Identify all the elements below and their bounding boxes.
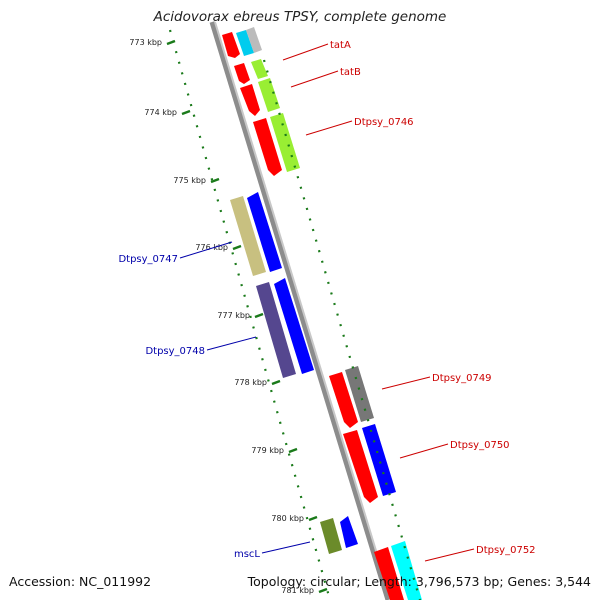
gene-label[interactable]: Dtpsy_0749	[432, 373, 492, 384]
map-title: Acidovorax ebreus TPSY, complete genome	[153, 9, 447, 25]
gene-label[interactable]: Dtpsy_0746	[354, 117, 414, 128]
gene-tatB-green[interactable]	[251, 59, 268, 79]
tick-mark	[318, 587, 328, 594]
genome-backbone-shadow	[214, 21, 392, 600]
gene-leader-line	[282, 43, 329, 61]
gene-0749-grey[interactable]	[345, 366, 374, 422]
gene-0750-blue[interactable]	[362, 424, 396, 496]
tick-mark	[166, 39, 176, 46]
tick-marks: 773 kbp 774 kbp 775 kbp 776 kbp 777 kbp 778 k…	[129, 29, 422, 600]
gene-label[interactable]: tatA	[330, 40, 351, 51]
gene-0750-red[interactable]	[343, 430, 378, 503]
gene-0748-blue[interactable]	[274, 278, 314, 374]
gene-top-cyan[interactable]	[236, 30, 254, 56]
tick-mark	[210, 177, 220, 184]
gene-0752-red[interactable]	[374, 547, 404, 600]
gene-mscL-green[interactable]	[320, 518, 342, 554]
gene-0747-blue[interactable]	[247, 192, 282, 272]
gene-0746a-green[interactable]	[258, 78, 280, 112]
gene-label-layer: tatA tatB Dtpsy_0746 Dtpsy_0747 Dtpsy_0748 Dt…	[118, 40, 536, 562]
tick-label: 778 kbp	[234, 378, 267, 387]
tick-label: 776 kbp	[195, 243, 228, 252]
gene-0746-red[interactable]	[253, 118, 282, 176]
gene-leader-line	[261, 541, 311, 554]
gene-label[interactable]: Dtpsy_0747	[118, 254, 178, 265]
gene-label[interactable]: Dtpsy_0752	[476, 545, 536, 556]
gene-0748-purple[interactable]	[256, 282, 296, 378]
gene-tatA-arrow[interactable]	[222, 32, 240, 58]
tick-label: 774 kbp	[144, 108, 177, 117]
gene-mscL-blue[interactable]	[340, 516, 358, 548]
topology-text: Topology: circular; Length: 3,796,573 bp…	[247, 574, 591, 589]
tick-mark	[181, 109, 191, 116]
tick-label: 773 kbp	[129, 38, 162, 47]
tick-label: 781 kbp	[281, 586, 314, 595]
tick-mark	[271, 379, 281, 386]
tick-label: 777 kbp	[217, 311, 250, 320]
gene-0746-green[interactable]	[270, 113, 300, 172]
gene-leader-line	[399, 443, 449, 459]
gene-label[interactable]: Dtpsy_0748	[145, 346, 205, 357]
gene-0752-cyan[interactable]	[391, 541, 422, 600]
gene-label[interactable]: mscL	[234, 549, 260, 560]
gene-0746a-red[interactable]	[240, 84, 260, 116]
tick-label: 775 kbp	[173, 176, 206, 185]
gene-leader-line	[179, 241, 233, 259]
gene-leader-line	[305, 120, 353, 136]
tick-mark	[232, 244, 242, 251]
gene-features	[222, 27, 422, 600]
gene-label[interactable]: Dtpsy_0750	[450, 440, 510, 451]
gene-top-grey[interactable]	[246, 27, 262, 53]
genome-backbone	[209, 21, 391, 600]
accession-text: Accession: NC_011992	[9, 574, 152, 589]
gene-leader-line	[290, 70, 339, 88]
gene-label[interactable]: tatB	[340, 67, 361, 78]
scale-track-left	[168, 29, 332, 600]
gene-leader-line	[424, 548, 475, 562]
gene-0747-khaki[interactable]	[230, 196, 266, 276]
tick-mark	[254, 312, 264, 319]
gene-leader-line	[381, 376, 431, 390]
tick-mark	[308, 515, 318, 522]
gene-leader-line	[206, 336, 257, 351]
tick-label: 779 kbp	[251, 446, 284, 455]
tick-mark	[288, 447, 298, 454]
gene-tatB-red[interactable]	[234, 63, 250, 84]
gene-0749-red[interactable]	[329, 372, 358, 428]
tick-label: 780 kbp	[271, 514, 304, 523]
